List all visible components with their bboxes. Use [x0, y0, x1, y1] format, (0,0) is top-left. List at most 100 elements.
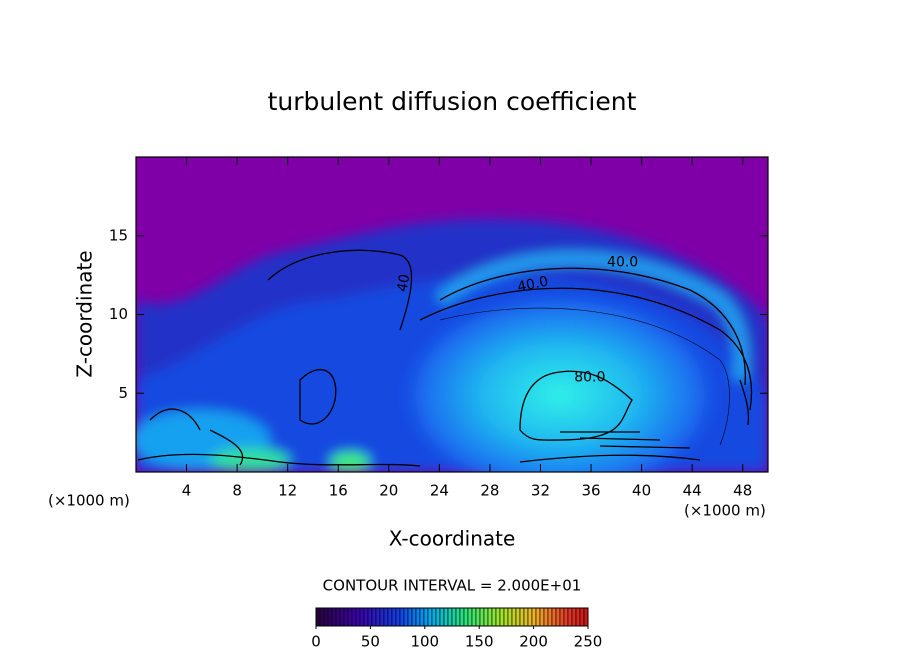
colorbar-cell: [459, 607, 465, 627]
colorbar-cell: [379, 607, 385, 627]
y-tick-label: 15: [109, 226, 128, 244]
colorbar-cell: [351, 607, 357, 627]
colorbar-cell: [563, 607, 569, 627]
colorbar-cell: [435, 607, 441, 627]
x-tick-label: 36: [581, 482, 600, 500]
x-axis-title: X-coordinate: [389, 527, 516, 551]
colorbar-cell: [547, 607, 553, 627]
colorbar-cell: [519, 607, 525, 627]
colorbar-cell: [483, 607, 489, 627]
colorbar-tick-label: 0: [311, 633, 321, 651]
colorbar-tick-label: 150: [465, 633, 494, 651]
colorbar-cell: [551, 607, 557, 627]
x-unit-label: (×1000 m): [48, 492, 130, 510]
colorbar-frame: [315, 607, 589, 627]
colorbar-cell: [495, 607, 501, 627]
colorbar-cell: [331, 607, 337, 627]
colorbar-cell: [579, 607, 585, 627]
colorbar-cell: [419, 607, 425, 627]
colorbar-cell: [399, 607, 405, 627]
colorbar-cell: [355, 607, 361, 627]
colorbar-cell: [415, 607, 421, 627]
colorbar-cell: [443, 607, 449, 627]
colorbar-cell: [367, 607, 373, 627]
colorbar-cell: [475, 607, 481, 627]
colorbar-cell: [491, 607, 497, 627]
x-tick-label: 48: [733, 482, 752, 500]
colorbar-cell: [479, 607, 485, 627]
contour-label: 40.0: [607, 255, 638, 271]
colorbar-cell: [427, 607, 433, 627]
contour-lines: [137, 249, 753, 467]
colorbar-cell: [339, 607, 345, 627]
colorbar-cell: [575, 607, 581, 627]
contour-labels: 40.0 40.0 40 80.0: [395, 255, 639, 386]
x-tick-label: 16: [329, 482, 348, 500]
colorbar-cell: [527, 607, 533, 627]
colorbar-cell: [543, 607, 549, 627]
colorbar-tick-label: 200: [519, 633, 548, 651]
colorbar-cell: [371, 607, 377, 627]
colorbar-cell: [539, 607, 545, 627]
colorbar-cell: [559, 607, 565, 627]
colorbar-cell: [511, 607, 517, 627]
colorbar-cell: [347, 607, 353, 627]
field-shading: [136, 219, 768, 472]
y-tick-label: 5: [118, 384, 128, 402]
x-tick-label: 20: [379, 482, 398, 500]
colorbar-cell: [467, 607, 473, 627]
field: [136, 157, 768, 472]
colorbar-cell: [455, 607, 461, 627]
colorbar-cell: [375, 607, 381, 627]
colorbar-cell: [439, 607, 445, 627]
contour-label: 40.0: [516, 274, 550, 296]
colorbar-cell: [515, 607, 521, 627]
x-tick-label: 32: [531, 482, 550, 500]
colorbar-cell: [363, 607, 369, 627]
contour-label: 40: [395, 273, 414, 293]
colorbar-cell: [387, 607, 393, 627]
colorbar-cell: [503, 607, 509, 627]
colorbar-cell: [407, 607, 413, 627]
colorbar-cell: [343, 607, 349, 627]
colorbar-cell: [359, 607, 365, 627]
colorbar-tick-label: 100: [410, 633, 439, 651]
y-unit-label: (×1000 m): [684, 502, 766, 520]
colorbar-cell: [423, 607, 429, 627]
colorbar-cell: [395, 607, 401, 627]
x-tick-label: 8: [232, 482, 242, 500]
colorbar-cell: [391, 607, 397, 627]
colorbar-cell: [315, 607, 321, 627]
y-tick-label: 10: [109, 305, 128, 323]
colorbar-cell: [323, 607, 329, 627]
colorbar: 0 50 100 150 200 250: [311, 607, 602, 651]
colorbar-cell: [447, 607, 453, 627]
colorbar-cell: [531, 607, 537, 627]
x-tick-label: 12: [278, 482, 297, 500]
colorbar-cell: [583, 607, 589, 627]
x-tick-label: 44: [683, 482, 702, 500]
colorbar-cell: [523, 607, 529, 627]
chart-title: turbulent diffusion coefficient: [268, 87, 637, 116]
x-tick-label: 28: [480, 482, 499, 500]
colorbar-cell: [499, 607, 505, 627]
x-tick-label: 40: [632, 482, 651, 500]
x-tick-label: 24: [430, 482, 449, 500]
colorbar-cell: [471, 607, 477, 627]
colorbar-cell: [327, 607, 333, 627]
colorbar-cell: [507, 607, 513, 627]
colorbar-cell: [535, 607, 541, 627]
colorbar-tick-label: 50: [361, 633, 380, 651]
colorbar-cell: [411, 607, 417, 627]
colorbar-cell: [403, 607, 409, 627]
contour-label: 80.0: [574, 370, 605, 386]
colorbar-cell: [463, 607, 469, 627]
colorbar-cell: [431, 607, 437, 627]
colorbar-cell: [383, 607, 389, 627]
contour-interval: CONTOUR INTERVAL = 2.000E+01: [323, 577, 582, 595]
x-tick-label: 4: [182, 482, 192, 500]
colorbar-cell: [335, 607, 341, 627]
contour-lines: [439, 307, 730, 446]
